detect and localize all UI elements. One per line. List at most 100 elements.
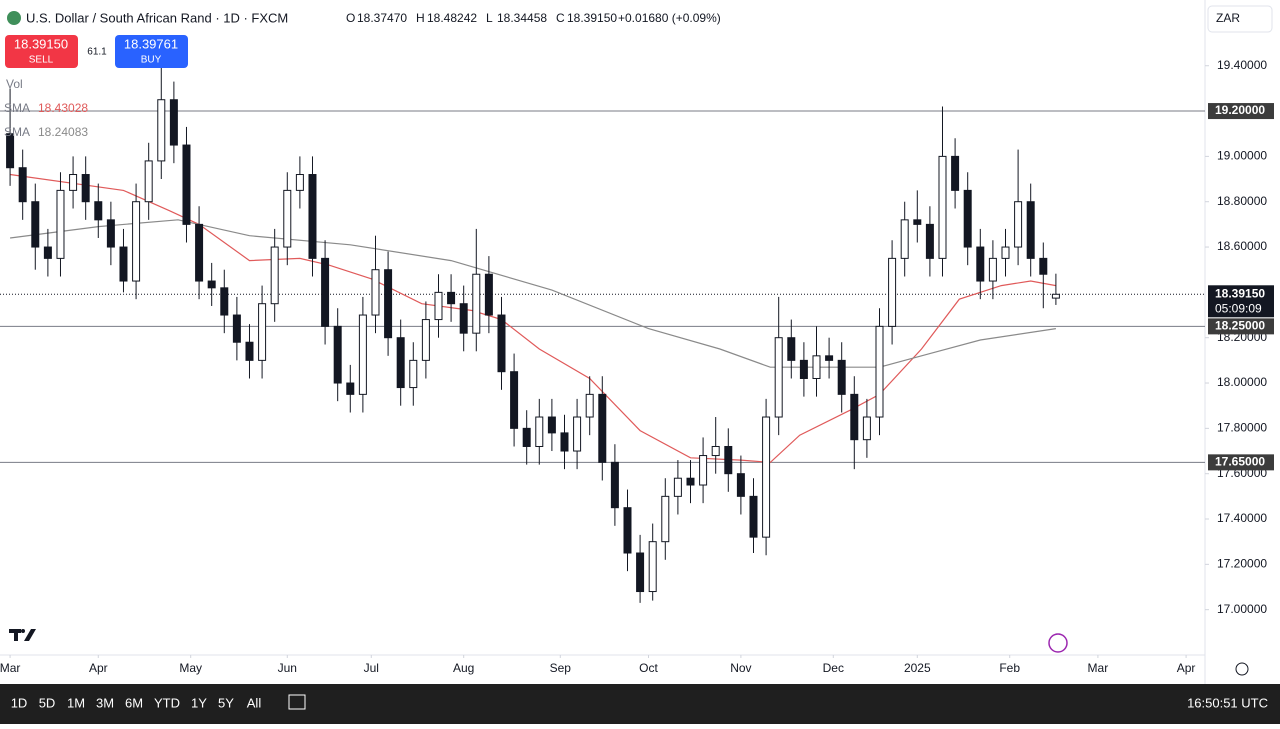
- last-price-label: 18.39150: [1215, 286, 1265, 300]
- y-tick-label: 19.40000: [1217, 58, 1267, 72]
- ohlc-key: O: [346, 11, 355, 25]
- candle-body: [749, 495, 758, 538]
- y-tick-label: 18.00000: [1217, 375, 1267, 389]
- clock: 16:50:51 UTC: [1187, 695, 1268, 710]
- candle-body: [610, 461, 619, 509]
- candle-body: [736, 473, 745, 497]
- candle-body: [661, 495, 670, 543]
- candle-body: [623, 507, 632, 554]
- range-button[interactable]: 5Y: [218, 695, 234, 710]
- x-tick-label: Jun: [278, 661, 297, 675]
- candle-body: [43, 246, 52, 259]
- x-tick-label: Nov: [730, 661, 751, 675]
- candle-body: [169, 99, 178, 146]
- y-tick-label: 19.00000: [1217, 149, 1267, 163]
- candle-body: [144, 160, 153, 203]
- candle-body: [547, 416, 556, 434]
- candle-body: [484, 273, 493, 316]
- candle-body: [837, 359, 846, 395]
- candle-body: [711, 445, 720, 457]
- candle-body: [1014, 201, 1023, 248]
- candle-body: [585, 393, 594, 418]
- candle-body: [510, 371, 519, 429]
- candle-body: [421, 319, 430, 361]
- candle-body: [119, 246, 128, 282]
- currency-box[interactable]: [1207, 5, 1273, 33]
- range-button[interactable]: 1D: [11, 695, 28, 710]
- x-tick-label: May: [179, 661, 202, 675]
- news-icon[interactable]: [1048, 633, 1068, 653]
- legend-value: 18.43028: [38, 101, 88, 115]
- y-tick-label: 17.40000: [1217, 511, 1267, 525]
- ohlc-value: 18.37470: [357, 11, 407, 25]
- candle-body: [976, 246, 985, 282]
- y-tick-label: 17.00000: [1217, 602, 1267, 616]
- candle-body: [459, 303, 468, 334]
- range-button[interactable]: 3M: [96, 695, 114, 710]
- x-tick-label: 2025: [904, 661, 931, 675]
- y-tick-label: 17.80000: [1217, 421, 1267, 435]
- candle-body: [699, 455, 708, 486]
- candle-body: [18, 167, 27, 203]
- candle-body: [925, 223, 934, 259]
- candle-body: [434, 291, 443, 321]
- y-tick-label: 17.20000: [1217, 557, 1267, 571]
- ohlc-key: C: [556, 11, 565, 25]
- candle-body: [409, 359, 418, 389]
- candle-body: [220, 287, 229, 316]
- y-tick-label: 18.60000: [1217, 239, 1267, 253]
- candle-body: [1001, 246, 1010, 259]
- range-button[interactable]: All: [247, 695, 262, 710]
- range-button[interactable]: 1Y: [191, 695, 207, 710]
- ohlc-value: 18.48242: [427, 11, 477, 25]
- candle-body: [812, 355, 821, 379]
- candle-body: [988, 257, 997, 282]
- sell-caption: SELL: [29, 55, 54, 66]
- candle-body: [850, 393, 859, 441]
- candle-body: [56, 189, 65, 259]
- candle-body: [157, 99, 166, 162]
- countdown: 05:09:09: [1215, 301, 1262, 315]
- ohlc-value: 18.39150: [567, 11, 617, 25]
- candle-body: [787, 337, 796, 361]
- candle-body: [232, 314, 241, 343]
- x-tick-label: Apr: [89, 661, 108, 675]
- buy-button[interactable]: [115, 35, 188, 68]
- candle-body: [333, 325, 342, 384]
- level-label-bg: [1208, 103, 1274, 120]
- x-tick-label: Jul: [364, 661, 379, 675]
- symbol-title: U.S. Dollar / South African Rand · 1D · …: [26, 10, 288, 25]
- candle-body: [497, 314, 506, 373]
- candle-body: [875, 325, 884, 418]
- level-label-bg: [1208, 318, 1274, 335]
- candle-body: [283, 189, 292, 248]
- candle-body: [258, 303, 267, 361]
- candle-body: [648, 541, 657, 593]
- candle-body: [245, 341, 254, 361]
- level-label-bg: [1208, 454, 1274, 471]
- candle-body: [636, 552, 645, 593]
- sell-price: 18.39150: [14, 36, 68, 51]
- date-range-icon[interactable]: [288, 694, 306, 710]
- candle-body: [724, 445, 733, 475]
- legend-value: 18.24083: [38, 125, 88, 139]
- range-button[interactable]: 1M: [67, 695, 85, 710]
- level-label: 17.65000: [1215, 455, 1265, 469]
- sell-button[interactable]: [5, 35, 78, 68]
- spread: 61.1: [87, 47, 107, 58]
- candle-body: [182, 144, 191, 225]
- candle-body: [195, 223, 204, 282]
- candle-body: [938, 155, 947, 259]
- candle-body: [321, 257, 330, 327]
- settings-icon[interactable]: [1235, 662, 1249, 676]
- range-button[interactable]: YTD: [154, 695, 180, 710]
- range-button[interactable]: 6M: [125, 695, 143, 710]
- candle-body: [384, 269, 393, 339]
- range-button[interactable]: 5D: [39, 695, 56, 710]
- legend-name: SMA: [4, 101, 30, 115]
- candle-body: [270, 246, 279, 305]
- candle-body: [132, 201, 141, 282]
- candle-body: [573, 416, 582, 452]
